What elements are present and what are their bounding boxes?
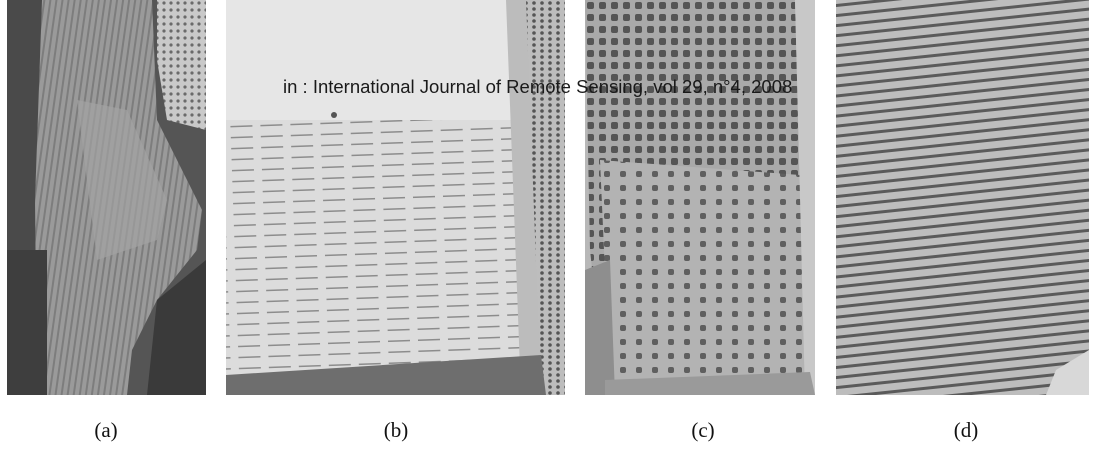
panel-a-caption: (a) (94, 418, 118, 442)
panel-a-image (7, 0, 206, 395)
panel-b-caption: (b) (383, 418, 409, 442)
citation-text: in : International Journal of Remote Sen… (283, 76, 793, 97)
panel-d-caption: (d) (953, 418, 979, 442)
panel-c-caption: (c) (691, 418, 715, 442)
panel-b-image (226, 0, 565, 395)
panel-d-image (836, 0, 1089, 395)
panel-c-image (585, 0, 815, 395)
